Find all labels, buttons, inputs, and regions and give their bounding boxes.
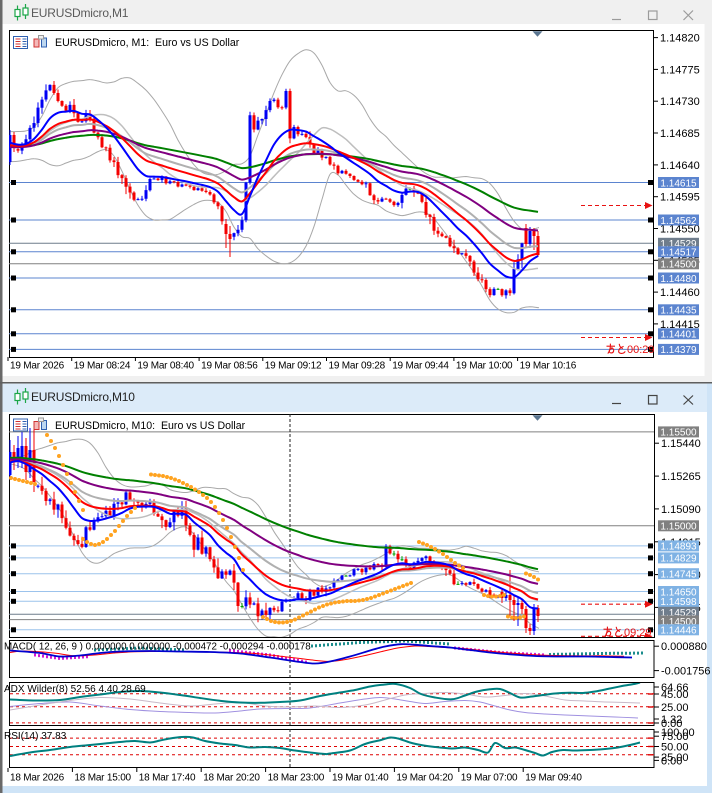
svg-text:-0.001756: -0.001756 (661, 666, 711, 678)
svg-text:18 Mar 2026: 18 Mar 2026 (10, 773, 65, 784)
svg-text:EURUSDmicro, M10: Euro vs US: EURUSDmicro, M10: Euro vs US Dollar (55, 420, 246, 432)
svg-text:19 Mar 09:40: 19 Mar 09:40 (525, 773, 582, 784)
svg-text:1.14500: 1.14500 (660, 617, 697, 628)
svg-text:1.14745: 1.14745 (660, 570, 697, 581)
svg-text:64.66: 64.66 (661, 682, 689, 694)
svg-text:1.14415: 1.14415 (660, 319, 700, 331)
svg-text:1.14517: 1.14517 (660, 248, 697, 259)
svg-text:19 Mar 09:44: 19 Mar 09:44 (392, 361, 449, 372)
svg-text:19 Mar 08:24: 19 Mar 08:24 (74, 361, 131, 372)
svg-text:1.14893: 1.14893 (660, 542, 697, 553)
svg-text:19 Mar 10:00: 19 Mar 10:00 (456, 361, 513, 372)
svg-text:1.14615: 1.14615 (660, 178, 697, 189)
svg-text:19 Mar 08:56: 19 Mar 08:56 (201, 361, 258, 372)
svg-text:1.14820: 1.14820 (660, 33, 700, 45)
svg-text:1.14829: 1.14829 (660, 554, 697, 565)
svg-text:19 Mar 01:40: 19 Mar 01:40 (332, 773, 389, 784)
svg-text:EURUSDmicro,M10: EURUSDmicro,M10 (31, 390, 135, 404)
svg-text:19 Mar 07:00: 19 Mar 07:00 (461, 773, 518, 784)
svg-text:1.14775: 1.14775 (660, 64, 700, 76)
svg-text:MACD( 12, 26, 9 ) 0.000000 0.0: MACD( 12, 26, 9 ) 0.000000 0.000000 -0.0… (4, 642, 311, 653)
svg-text:1.15265: 1.15265 (661, 471, 701, 483)
svg-text:EURUSDmicro,M1: EURUSDmicro,M1 (31, 6, 129, 20)
svg-text:1.15500: 1.15500 (660, 428, 697, 439)
svg-text:00:29: 00:29 (627, 344, 655, 356)
svg-text:1.15000: 1.15000 (660, 522, 697, 533)
svg-text:EURUSDmicro, M1: Euro vs US D: EURUSDmicro, M1: Euro vs US Dollar (55, 37, 240, 49)
svg-text:50.00: 50.00 (661, 742, 689, 754)
svg-text:1.14529: 1.14529 (660, 239, 697, 250)
svg-text:25.00: 25.00 (661, 752, 689, 764)
svg-text:19 Mar 08:40: 19 Mar 08:40 (137, 361, 194, 372)
svg-text:1.14730: 1.14730 (660, 96, 700, 108)
svg-text:1.14480: 1.14480 (660, 274, 697, 285)
svg-text:75.00: 75.00 (661, 731, 689, 743)
svg-text:1.32: 1.32 (661, 714, 682, 726)
svg-text:100.00: 100.00 (661, 727, 695, 739)
svg-text:18 Mar 23:00: 18 Mar 23:00 (268, 773, 325, 784)
svg-text:1.14446: 1.14446 (660, 626, 697, 637)
svg-text:0.000880: 0.000880 (661, 641, 707, 653)
svg-text:1.15440: 1.15440 (661, 438, 701, 450)
svg-text:1.15090: 1.15090 (661, 504, 701, 516)
svg-text:19 Mar 04:20: 19 Mar 04:20 (396, 773, 453, 784)
svg-text:ADX Wilder(8) 52.56 4.40 28.69: ADX Wilder(8) 52.56 4.40 28.69 (4, 684, 146, 695)
svg-text:1.14550: 1.14550 (660, 224, 700, 236)
svg-text:1.14401: 1.14401 (660, 330, 697, 341)
svg-text:19 Mar 09:28: 19 Mar 09:28 (329, 361, 386, 372)
svg-text:18 Mar 20:20: 18 Mar 20:20 (203, 773, 260, 784)
svg-text:1.14640: 1.14640 (660, 160, 700, 172)
svg-text:1.14435: 1.14435 (660, 306, 697, 317)
svg-text:1.14500: 1.14500 (660, 260, 697, 271)
svg-text:1.14460: 1.14460 (660, 287, 700, 299)
svg-text:1.14529: 1.14529 (660, 608, 697, 619)
svg-text:1.14595: 1.14595 (660, 192, 700, 204)
svg-text:0.00: 0.00 (661, 755, 682, 767)
svg-text:1.14685: 1.14685 (660, 128, 700, 140)
svg-text:19 Mar 09:12: 19 Mar 09:12 (265, 361, 322, 372)
svg-text:18 Mar 17:40: 18 Mar 17:40 (139, 773, 196, 784)
svg-text:25.00: 25.00 (661, 702, 689, 714)
svg-text:1.14650: 1.14650 (660, 587, 697, 598)
svg-text:19 Mar 10:16: 19 Mar 10:16 (520, 361, 577, 372)
svg-text:09:29: 09:29 (624, 627, 652, 639)
svg-text:1.14562: 1.14562 (660, 216, 697, 227)
svg-text:0.00: 0.00 (661, 718, 682, 730)
svg-text:1.14379: 1.14379 (660, 345, 697, 356)
svg-text:18 Mar 15:00: 18 Mar 15:00 (74, 773, 131, 784)
svg-text:19 Mar 2026: 19 Mar 2026 (10, 361, 65, 372)
svg-text:45.00: 45.00 (661, 689, 689, 701)
svg-text:1.14598: 1.14598 (660, 597, 697, 608)
svg-text:RSI(14) 37.83: RSI(14) 37.83 (4, 731, 67, 742)
